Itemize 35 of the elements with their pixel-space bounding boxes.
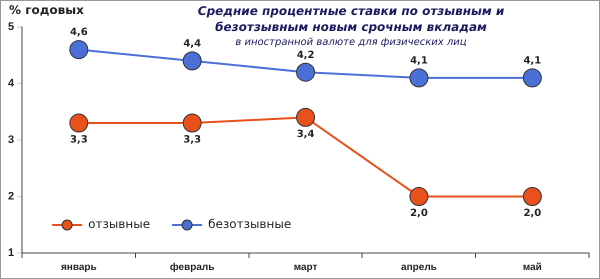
data-label: 4,1	[410, 55, 428, 66]
x-tick-label: март	[294, 262, 318, 273]
point	[296, 108, 316, 127]
chart-title: Средние процентные ставки по отзывным и безотзывным новым срочным вкладам	[196, 3, 506, 35]
x-tick-label: февраль	[170, 262, 214, 273]
data-label: 2,0	[410, 208, 428, 220]
data-label: 4,4	[183, 38, 202, 50]
y-tick-label: 2	[8, 190, 14, 203]
y-tick-label: 5	[8, 21, 14, 34]
data-label: 3,3	[70, 134, 88, 146]
point	[69, 114, 88, 133]
data-label: 3,3	[183, 134, 202, 146]
legend-label: безотзывные	[208, 217, 292, 232]
x-tick-label: январь	[60, 262, 97, 273]
y-axis-title: % годовых	[9, 3, 84, 17]
data-label: 3,4	[296, 128, 314, 140]
x-tick-label: апрель	[401, 262, 437, 273]
y-tick-label: 1	[8, 247, 14, 260]
data-label: 4,6	[70, 27, 88, 38]
point	[296, 62, 316, 82]
x-tick-label: май	[522, 262, 542, 273]
point	[522, 187, 542, 206]
legend-label: отзывные	[88, 217, 150, 232]
data-label: 4,2	[296, 50, 314, 61]
y-tick-label: 3	[8, 134, 14, 146]
text: в иностранной валюте для физических лиц	[235, 37, 467, 48]
y-tick-label: 4	[8, 78, 15, 90]
point	[182, 114, 202, 133]
point	[69, 40, 88, 60]
point	[409, 68, 428, 88]
point	[409, 187, 428, 206]
data-label: 4,1	[523, 55, 542, 66]
point	[522, 68, 542, 88]
data-label: 2,0	[523, 208, 542, 220]
point	[182, 51, 202, 70]
